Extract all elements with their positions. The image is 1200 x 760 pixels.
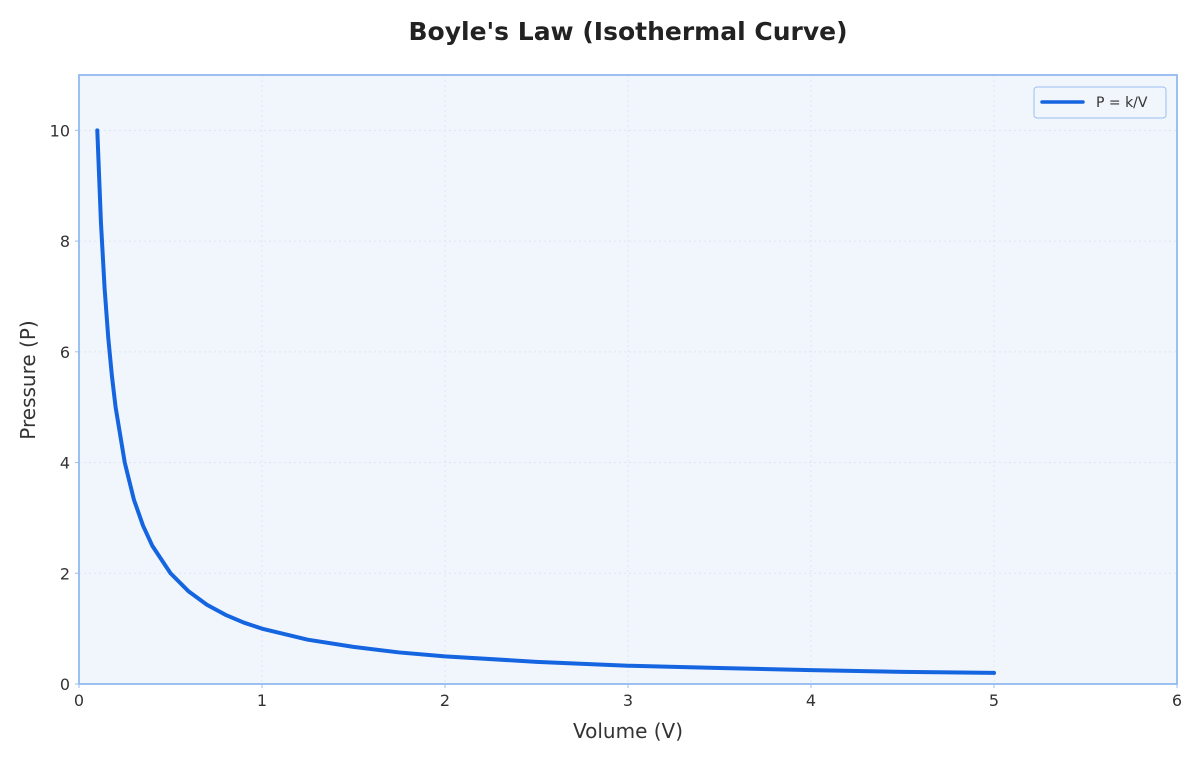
x-tick-label: 4 — [806, 691, 816, 710]
legend-box — [1033, 86, 1167, 119]
y-axis-label: Pressure (P) — [16, 320, 40, 439]
x-tick-label: 6 — [1172, 691, 1182, 710]
series-line — [95, 128, 996, 675]
chart-title: Boyle's Law (Isothermal Curve) — [408, 17, 847, 46]
x-tick-label: 3 — [623, 691, 633, 710]
y-tick-label: 4 — [60, 454, 70, 473]
legend-entry-label: P = k/V — [1096, 95, 1148, 111]
x-axis-label: Volume (V) — [573, 719, 683, 743]
series-layer — [95, 128, 996, 675]
y-axis-ticks: 0 2 4 6 8 10 — [50, 121, 79, 694]
y-tick-label: 0 — [60, 675, 70, 694]
y-tick-label: 10 — [50, 121, 70, 140]
x-tick-label: 1 — [257, 691, 267, 710]
x-axis-ticks: 0 1 2 3 4 5 6 — [74, 684, 1182, 710]
y-tick-label: 2 — [60, 564, 70, 583]
x-tick-label: 0 — [74, 691, 84, 710]
x-tick-label: 5 — [989, 691, 999, 710]
y-tick-label: 6 — [60, 343, 70, 362]
x-tick-label: 2 — [440, 691, 450, 710]
y-tick-label: 8 — [60, 232, 70, 251]
legend: P = k/V — [1033, 86, 1167, 119]
